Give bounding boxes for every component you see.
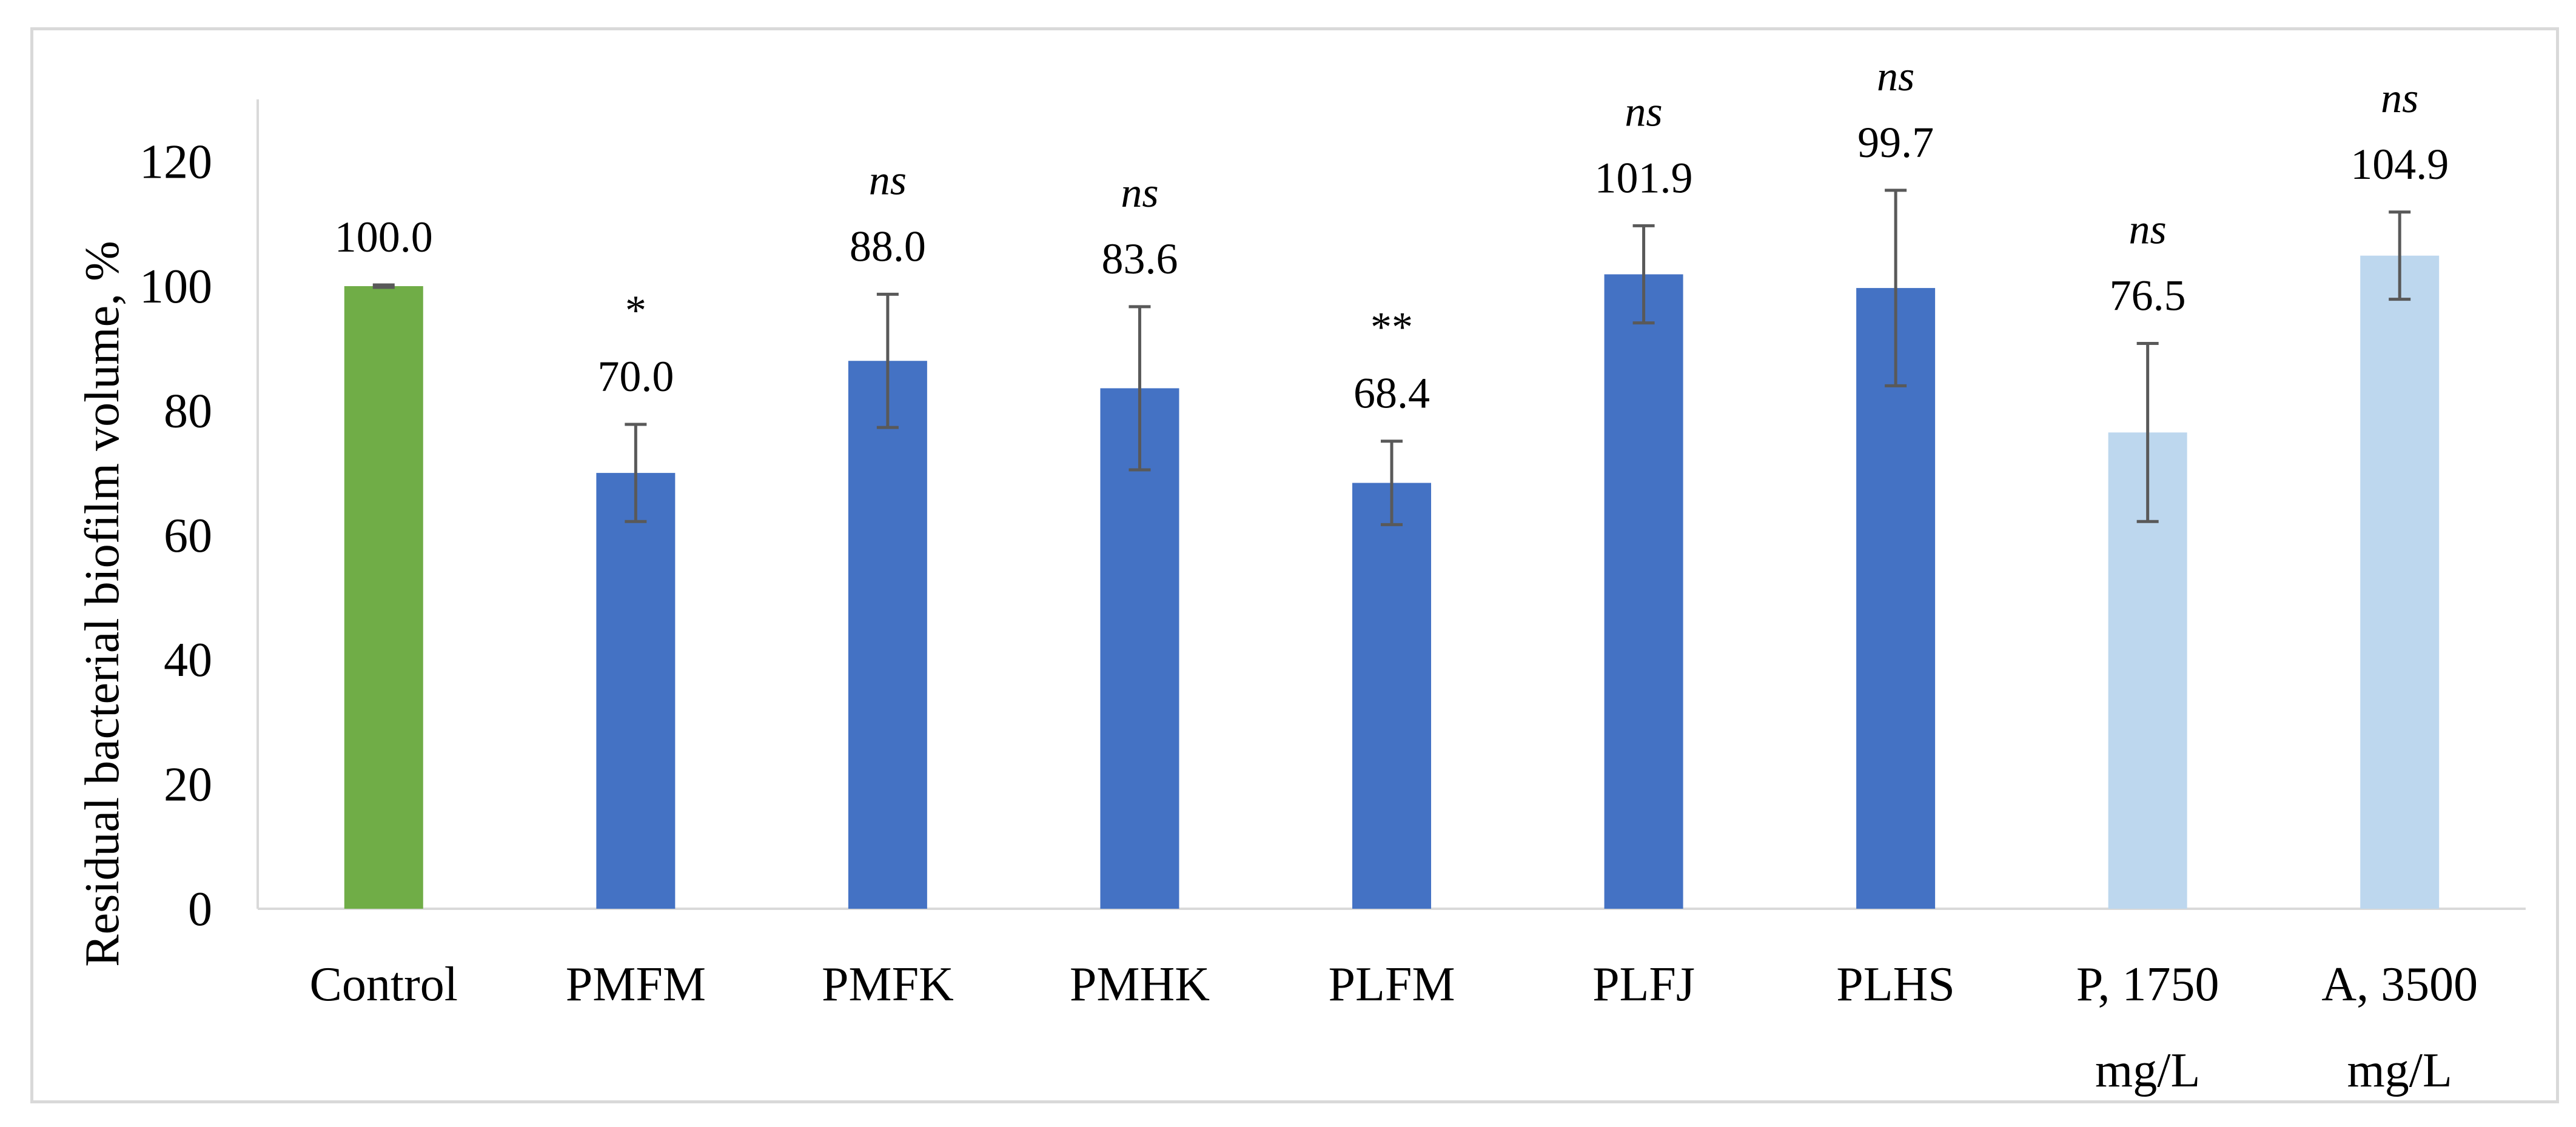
- bar: [596, 473, 676, 909]
- error-bar: [372, 283, 395, 289]
- significance-label: ns: [1121, 170, 1158, 216]
- category-label: A, 3500: [2321, 958, 2478, 1011]
- category-label: PLFM: [1329, 958, 1455, 1011]
- category-labels: Control PMFM PMFK PMHK PLFM PLFJ PLHS P, 1750 mg…: [310, 958, 2478, 1097]
- y-axis-label: Residual bacterial biofilm volume, %: [76, 241, 129, 966]
- category-label: Control: [310, 958, 458, 1011]
- category-label: PLHS: [1836, 958, 1955, 1011]
- error-bar: [1885, 189, 1907, 387]
- bar: [848, 361, 927, 909]
- value-label: 83.6: [1101, 235, 1178, 283]
- value-label: 76.5: [2110, 271, 2186, 319]
- significance-label: *: [625, 287, 646, 334]
- y-tick-label: 20: [164, 758, 212, 812]
- y-tick-label: 40: [164, 634, 212, 687]
- error-bar: [876, 292, 899, 429]
- bar: [1604, 274, 1683, 909]
- bars: [344, 255, 2440, 909]
- bar: [344, 286, 423, 909]
- significance-label: ns: [2381, 75, 2418, 122]
- y-tick-label: 0: [188, 883, 212, 936]
- significance-label: ns: [1625, 89, 1662, 135]
- error-bar: [2136, 341, 2159, 523]
- value-label: 88.0: [850, 222, 926, 270]
- bar: [1352, 483, 1431, 909]
- error-bar: [2389, 210, 2411, 301]
- bar-chart: 0 20 40 60 80 100 120 100.0 70.0 88.0 83.6 68.4 101…: [76, 53, 2526, 1097]
- value-label: 100.0: [335, 213, 433, 261]
- value-label: 68.4: [1353, 369, 1430, 418]
- error-bar: [625, 423, 647, 523]
- y-tick-label: 60: [164, 509, 212, 563]
- bar: [1100, 388, 1179, 909]
- error-bar: [1632, 224, 1655, 325]
- category-label: P, 1750: [2076, 958, 2219, 1011]
- significance-label: ns: [869, 157, 907, 204]
- significance-label: **: [1370, 304, 1413, 351]
- value-label: 101.9: [1595, 153, 1693, 202]
- category-label: mg/L: [2095, 1044, 2200, 1097]
- chart-frame: 0 20 40 60 80 100 120 100.0 70.0 88.0 83.6 68.4 101…: [30, 27, 2559, 1103]
- category-label: PLFJ: [1592, 958, 1695, 1011]
- value-labels: 100.0 70.0 88.0 83.6 68.4 101.9 99.7 76.5 104.9: [335, 118, 2449, 418]
- category-label: mg/L: [2347, 1044, 2452, 1097]
- value-label: 104.9: [2350, 140, 2449, 189]
- significance-label: ns: [1877, 53, 1914, 100]
- significance-label: ns: [2129, 206, 2167, 253]
- error-bar: [1129, 305, 1151, 472]
- significance-labels: * ns ns ** ns ns ns ns: [625, 53, 2419, 351]
- value-label: 99.7: [1857, 118, 1934, 167]
- value-label: 70.0: [597, 352, 674, 401]
- error-bar: [1381, 440, 1403, 526]
- y-tick-label: 120: [139, 136, 212, 189]
- bar: [2360, 255, 2440, 909]
- error-bars: [372, 189, 2411, 526]
- category-label: PMHK: [1070, 958, 1210, 1011]
- y-axis-ticks: 0 20 40 60 80 100 120: [139, 136, 212, 936]
- category-label: PMFM: [566, 958, 706, 1011]
- category-label: PMFK: [822, 958, 954, 1011]
- y-tick-label: 80: [164, 384, 212, 438]
- bar: [1856, 288, 1936, 909]
- y-tick-label: 100: [139, 260, 212, 313]
